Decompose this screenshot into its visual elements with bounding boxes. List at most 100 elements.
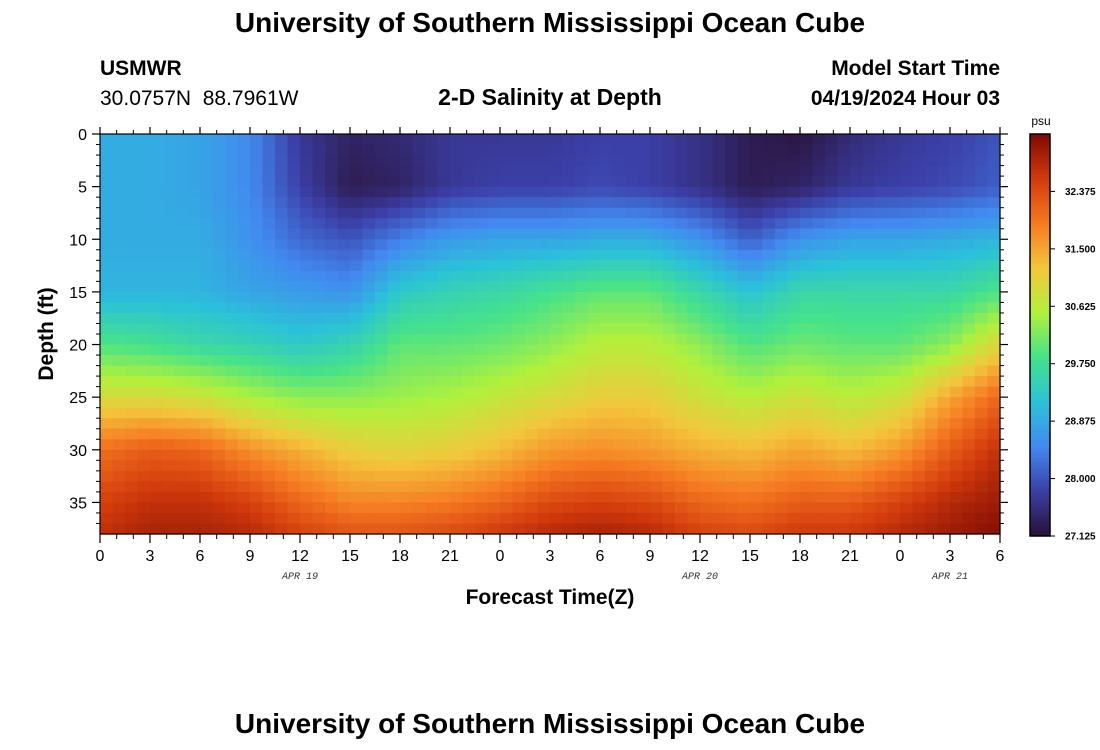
heatmap-cell bbox=[125, 270, 139, 282]
heatmap-cell bbox=[812, 376, 826, 388]
heatmap-cell bbox=[787, 512, 801, 525]
heatmap-cell bbox=[700, 197, 714, 209]
heatmap-cell bbox=[737, 428, 751, 440]
heatmap-cell bbox=[400, 302, 414, 314]
heatmap-cell bbox=[862, 228, 876, 240]
heatmap-cell bbox=[775, 460, 789, 472]
heatmap-cell bbox=[850, 470, 864, 482]
heatmap-cell bbox=[837, 439, 851, 451]
heatmap-cell bbox=[612, 249, 626, 261]
colorbar-swatch bbox=[1030, 347, 1050, 351]
heatmap-cell bbox=[637, 281, 651, 293]
heatmap-cell bbox=[800, 418, 814, 430]
heatmap-cell bbox=[950, 418, 964, 430]
heatmap-cell bbox=[937, 144, 951, 156]
heatmap-cell bbox=[612, 260, 626, 272]
heatmap-cell bbox=[512, 460, 526, 472]
heatmap-cell bbox=[575, 323, 589, 335]
heatmap-cell bbox=[687, 281, 701, 293]
heatmap-cell bbox=[850, 218, 864, 230]
heatmap-cell bbox=[375, 260, 389, 272]
heatmap-cell bbox=[262, 491, 276, 504]
heatmap-cell bbox=[550, 134, 564, 146]
x-date-label: APR 19 bbox=[281, 572, 318, 583]
heatmap-cell bbox=[375, 165, 389, 177]
heatmap-cell bbox=[125, 249, 139, 261]
heatmap-cell bbox=[987, 186, 1001, 198]
heatmap-cell bbox=[725, 407, 739, 419]
heatmap-cell bbox=[662, 502, 676, 514]
heatmap-cell bbox=[987, 312, 1001, 325]
heatmap-cell bbox=[287, 312, 301, 325]
heatmap-cell bbox=[175, 291, 189, 304]
heatmap-cell bbox=[500, 249, 514, 261]
heatmap-cell bbox=[337, 239, 351, 251]
heatmap-cell bbox=[200, 502, 214, 514]
heatmap-cell bbox=[262, 281, 276, 293]
heatmap-cell bbox=[537, 481, 551, 493]
heatmap-cell bbox=[400, 470, 414, 482]
heatmap-cell bbox=[625, 312, 639, 325]
heatmap-cell bbox=[350, 218, 364, 230]
heatmap-cell bbox=[300, 302, 314, 314]
heatmap-cell bbox=[112, 197, 126, 209]
heatmap-cell bbox=[825, 239, 839, 251]
heatmap-cell bbox=[112, 323, 126, 335]
heatmap-cell bbox=[575, 165, 589, 177]
heatmap-cell bbox=[700, 291, 714, 304]
colorbar-swatch bbox=[1030, 139, 1050, 143]
colorbar-swatch bbox=[1030, 463, 1050, 467]
heatmap-cell bbox=[737, 197, 751, 209]
heatmap-cell bbox=[512, 439, 526, 451]
heatmap-cell bbox=[262, 260, 276, 272]
heatmap-cell bbox=[800, 197, 814, 209]
heatmap-cell bbox=[337, 365, 351, 377]
heatmap-cell bbox=[887, 386, 901, 398]
heatmap-cell bbox=[262, 365, 276, 377]
heatmap-cell bbox=[412, 260, 426, 272]
heatmap-cell bbox=[837, 239, 851, 251]
heatmap-cell bbox=[612, 291, 626, 304]
heatmap-cell bbox=[587, 449, 601, 461]
heatmap-cell bbox=[262, 270, 276, 282]
heatmap-cell bbox=[512, 449, 526, 461]
heatmap-cell bbox=[750, 302, 764, 314]
heatmap-cell bbox=[787, 218, 801, 230]
heatmap-cell bbox=[887, 460, 901, 472]
heatmap-cell bbox=[687, 428, 701, 440]
heatmap-cell bbox=[437, 523, 451, 535]
heatmap-cell bbox=[762, 355, 776, 367]
heatmap-cell bbox=[412, 281, 426, 293]
heatmap-cell bbox=[287, 134, 301, 146]
heatmap-cell bbox=[437, 144, 451, 156]
heatmap-cell bbox=[175, 228, 189, 240]
heatmap-cell bbox=[175, 397, 189, 409]
heatmap-cell bbox=[237, 281, 251, 293]
colorbar-swatch bbox=[1030, 382, 1050, 386]
heatmap-cell bbox=[662, 312, 676, 325]
heatmap-cell bbox=[225, 270, 239, 282]
heatmap-cell bbox=[962, 291, 976, 304]
heatmap-cell bbox=[237, 502, 251, 514]
heatmap-cell bbox=[387, 302, 401, 314]
heatmap-cell bbox=[637, 155, 651, 167]
heatmap-cell bbox=[262, 428, 276, 440]
heatmap-cell bbox=[862, 281, 876, 293]
heatmap-cell bbox=[775, 207, 789, 219]
heatmap-cell bbox=[625, 460, 639, 472]
heatmap-cell bbox=[275, 428, 289, 440]
heatmap-cell bbox=[337, 470, 351, 482]
heatmap-cell bbox=[712, 260, 726, 272]
heatmap-cell bbox=[962, 365, 976, 377]
heatmap-cell bbox=[325, 281, 339, 293]
heatmap-cell bbox=[587, 270, 601, 282]
heatmap-cell bbox=[825, 397, 839, 409]
heatmap-cell bbox=[787, 397, 801, 409]
heatmap-cell bbox=[475, 186, 489, 198]
heatmap-cell bbox=[900, 407, 914, 419]
heatmap-cell bbox=[325, 176, 339, 188]
heatmap-cell bbox=[887, 323, 901, 335]
heatmap-cell bbox=[262, 291, 276, 304]
heatmap-cell bbox=[350, 186, 364, 198]
heatmap-cell bbox=[550, 376, 564, 388]
